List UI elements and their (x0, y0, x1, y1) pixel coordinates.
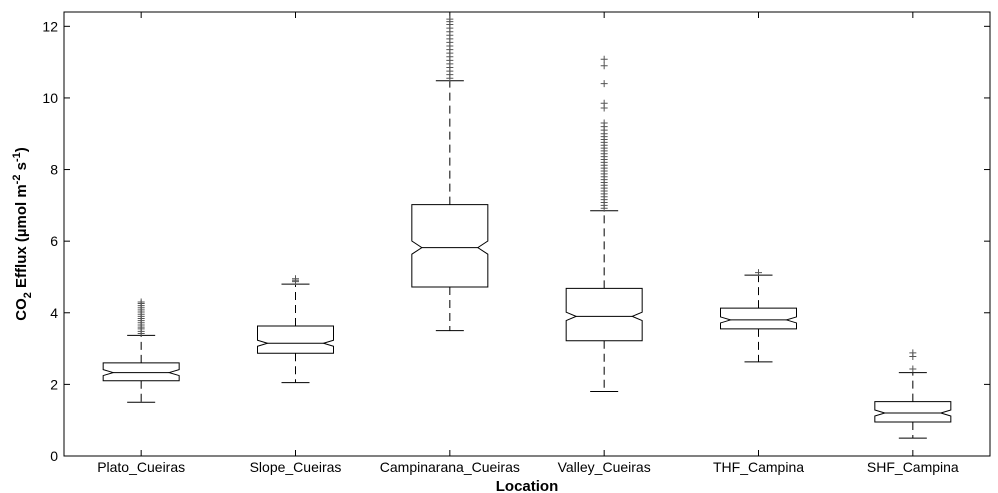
outlier-point (446, 15, 454, 23)
outlier-point (909, 349, 917, 357)
box-group (102, 298, 180, 403)
outlier-point (600, 62, 608, 70)
y-axis-title: CO2 Efflux (µmol m-2 s-1) (11, 147, 34, 321)
box-body (874, 401, 952, 423)
x-tick-label: Plato_Cueiras (97, 459, 185, 475)
box-body (565, 287, 643, 342)
y-axis: 0 2 4 6 8 10 12 (42, 18, 990, 464)
x-tick-label: Valley_Cueiras (558, 459, 651, 475)
x-axis-title: Location (496, 478, 559, 493)
y-tick-label: 4 (50, 305, 58, 321)
x-tick-label: Campinarana_Cueiras (380, 459, 520, 475)
plot-area-frame (63, 11, 991, 457)
box-body (720, 307, 797, 330)
outlier-point (600, 119, 608, 127)
outlier-point (600, 80, 608, 88)
box-body (102, 362, 180, 382)
outlier-point (600, 55, 608, 63)
box-group (874, 349, 952, 439)
box-group (411, 15, 489, 332)
y-tick-label: 10 (42, 90, 58, 106)
x-axis: Plato_Cueiras Slope_Cueiras Campinarana_Cu… (97, 12, 959, 475)
box-group (720, 269, 797, 363)
outlier-point (600, 99, 608, 107)
box-body (257, 325, 334, 354)
x-tick-label: SHF_Campina (867, 459, 959, 475)
y-tick-label: 0 (50, 448, 58, 464)
y-tick-label: 12 (42, 18, 58, 34)
box-group (257, 275, 334, 384)
outlier-point (137, 298, 145, 306)
y-tick-label: 2 (50, 376, 58, 392)
box-series (102, 15, 952, 439)
x-tick-label: THF_Campina (713, 459, 804, 475)
y-tick-label: 6 (50, 233, 58, 249)
y-tick-label: 8 (50, 162, 58, 178)
outlier-point (909, 365, 917, 373)
x-tick-label: Slope_Cueiras (250, 459, 342, 475)
outlier-point (292, 275, 299, 283)
box-group (565, 55, 643, 393)
box-body (411, 204, 489, 288)
outlier-point (755, 269, 762, 277)
